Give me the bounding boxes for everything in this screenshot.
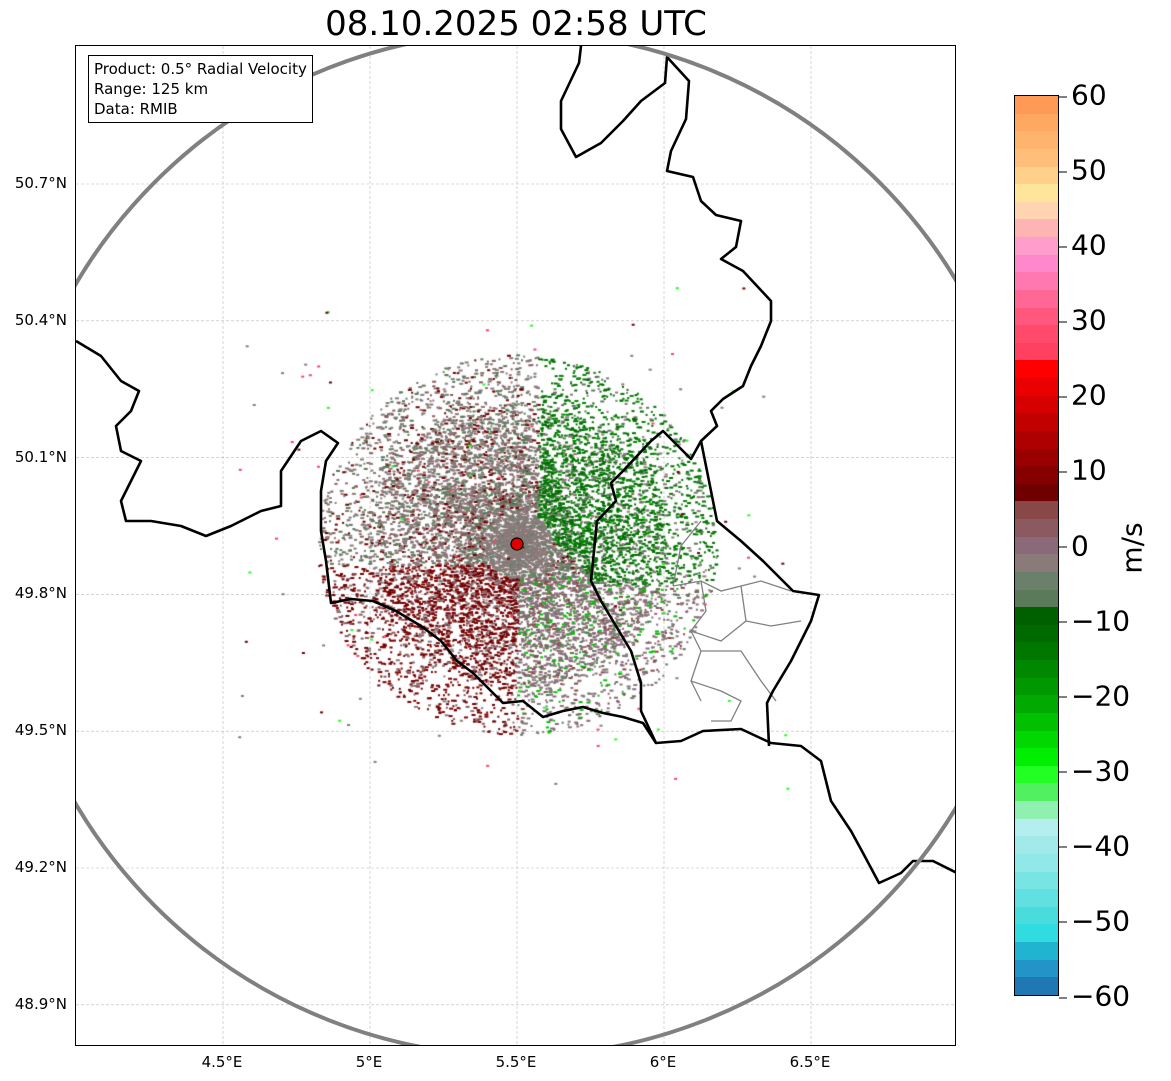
- colorbar-segment: [1015, 836, 1058, 854]
- colorbar-segment: [1015, 466, 1058, 484]
- colorbar-segment: [1015, 448, 1058, 467]
- x-tick-label: 5.5°E: [495, 1053, 537, 1071]
- colorbar-segment: [1015, 889, 1058, 907]
- colorbar-segment: [1015, 942, 1058, 960]
- colorbar-segment: [1015, 783, 1058, 801]
- colorbar-segment: [1015, 695, 1058, 713]
- y-tick-label: 50.1°N: [14, 447, 67, 466]
- colorbar-segment: [1015, 413, 1058, 431]
- colorbar-label: m/s: [1115, 522, 1149, 574]
- colorbar-segment: [1015, 536, 1058, 555]
- colorbar-segment: [1015, 237, 1058, 255]
- colorbar-segment: [1015, 730, 1058, 749]
- colorbar-segment: [1015, 113, 1058, 132]
- colorbar-tick-label: 50: [1059, 154, 1107, 187]
- colorbar-segment: [1015, 430, 1058, 449]
- colorbar-segment: [1015, 201, 1058, 220]
- border-west: [76, 339, 658, 744]
- colorbar-tick-label: 0: [1059, 529, 1089, 562]
- colorbar-segment: [1015, 519, 1058, 537]
- y-tick-label: 50.4°N: [14, 310, 67, 329]
- colorbar-segment: [1015, 254, 1058, 273]
- colorbar-tick-label: −20: [1059, 679, 1130, 712]
- colorbar-segment: [1015, 378, 1058, 396]
- colorbar-segment: [1015, 818, 1058, 837]
- colorbar-segment: [1015, 166, 1058, 185]
- colorbar-segment: [1015, 853, 1058, 872]
- colorbar-segment: [1015, 219, 1058, 237]
- colorbar-segment: [1015, 571, 1058, 590]
- colorbar-segment: [1015, 96, 1058, 114]
- product-label: Product: 0.5° Radial Velocity: [94, 60, 307, 78]
- y-tick-label: 49.5°N: [14, 721, 67, 740]
- colorbar-segment: [1015, 342, 1058, 361]
- radar-site-marker: [510, 537, 524, 551]
- colorbar-tick-label: 60: [1059, 79, 1107, 112]
- colorbar-segment: [1015, 748, 1058, 766]
- colorbar-segment: [1015, 589, 1058, 608]
- colorbar-tick-label: −50: [1059, 904, 1130, 937]
- colorbar-segment: [1015, 184, 1058, 202]
- map-borders: [76, 46, 955, 1045]
- y-tick-label: 49.2°N: [14, 858, 67, 876]
- colorbar-segment: [1015, 765, 1058, 784]
- colorbar-segment: [1015, 501, 1058, 519]
- colorbar-tick-label: 30: [1059, 304, 1107, 337]
- colorbar-segment: [1015, 483, 1058, 502]
- colorbar-segment: [1015, 607, 1058, 625]
- colorbar-segment: [1015, 272, 1058, 290]
- colorbar-segment: [1015, 360, 1058, 378]
- colorbar-segment: [1015, 131, 1058, 149]
- colorbar-segment: [1015, 906, 1058, 925]
- luxembourg-canton-borders: [672, 520, 802, 722]
- colorbar-segment: [1015, 959, 1058, 978]
- radar-map: [75, 45, 956, 1046]
- colorbar-segment: [1015, 307, 1058, 326]
- colorbar-segment: [1015, 148, 1058, 167]
- data-source-label: Data: RMIB: [94, 100, 178, 118]
- colorbar-tick-label: −40: [1059, 829, 1130, 862]
- colorbar-tick-label: −30: [1059, 754, 1130, 787]
- colorbar-segment: [1015, 871, 1058, 890]
- colorbar-segment: [1015, 677, 1058, 696]
- colorbar-segment: [1015, 924, 1058, 942]
- colorbar-segment: [1015, 395, 1058, 414]
- x-tick-label: 6.5°E: [789, 1053, 831, 1071]
- colorbar-segment: [1015, 325, 1058, 343]
- y-tick-label: 48.9°N: [14, 994, 67, 1013]
- product-info-box: Product: 0.5° Radial Velocity Range: 125…: [88, 55, 313, 123]
- colorbar-segment: [1015, 801, 1058, 819]
- y-tick-label: 49.8°N: [14, 584, 67, 603]
- colorbar-segment: [1015, 660, 1058, 678]
- colorbar-tick-label: 10: [1059, 454, 1107, 487]
- border-east: [559, 46, 821, 747]
- colorbar-tick-label: 20: [1059, 379, 1107, 412]
- chart-title: 08.10.2025 02:58 UTC: [325, 4, 707, 44]
- colorbar-segment: [1015, 624, 1058, 643]
- range-label: Range: 125 km: [94, 80, 209, 98]
- border-south: [589, 429, 955, 885]
- x-tick-label: 4.5°E: [201, 1053, 243, 1071]
- colorbar-segment: [1015, 712, 1058, 731]
- colorbar-tick-label: 40: [1059, 229, 1107, 262]
- x-tick-label: 6°E: [649, 1053, 677, 1071]
- x-tick-label: 5°E: [355, 1053, 383, 1071]
- y-tick-label: 50.7°N: [14, 174, 67, 192]
- colorbar-tick-label: −60: [1059, 980, 1130, 1013]
- colorbar-tick-label: −10: [1059, 604, 1130, 637]
- colorbar-segment: [1015, 977, 1058, 995]
- colorbar-segment: [1015, 554, 1058, 572]
- colorbar-segment: [1015, 642, 1058, 660]
- colorbar-segment: [1015, 289, 1058, 308]
- velocity-colorbar: [1014, 95, 1059, 996]
